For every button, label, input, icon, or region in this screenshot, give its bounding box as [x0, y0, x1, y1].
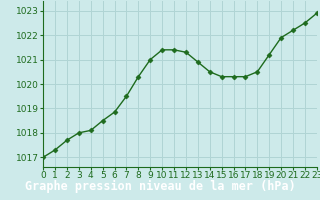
Text: Graphe pression niveau de la mer (hPa): Graphe pression niveau de la mer (hPa) — [25, 180, 295, 193]
